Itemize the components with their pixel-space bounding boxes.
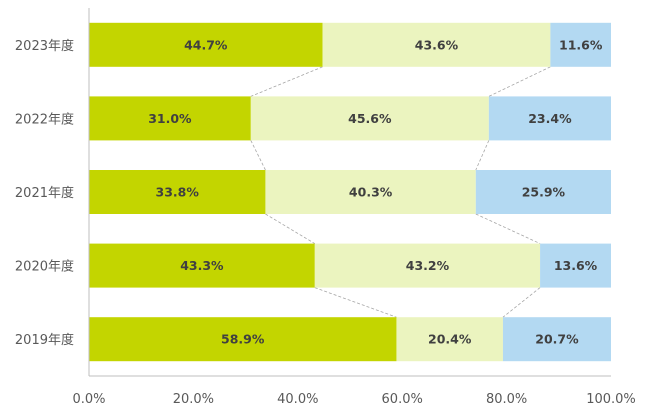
series-line xyxy=(250,66,323,97)
category-label: 2020年度 xyxy=(15,259,74,275)
series-line xyxy=(475,140,490,171)
x-tick-labels: 0.0% 20.0% 40.0% 60.0% 80.0% 100.0% xyxy=(72,392,635,407)
category-label: 2019年度 xyxy=(15,332,74,348)
data-label-row0-series1: 43.6% xyxy=(415,37,459,52)
bar-segment-row4-series1 xyxy=(396,317,503,362)
bar-segment-row1-series0 xyxy=(89,96,251,141)
x-tick-label: 20.0% xyxy=(173,392,214,407)
bar-segment-row4-series2 xyxy=(502,317,611,362)
x-tick-label: 100.0% xyxy=(586,392,636,407)
data-label-row1-series0: 31.0% xyxy=(148,111,192,126)
data-label-row0-series0: 44.7% xyxy=(184,37,228,52)
data-label-row3-series0: 43.3% xyxy=(180,258,224,273)
series-line xyxy=(475,213,541,244)
x-tick-label: 60.0% xyxy=(382,392,423,407)
bar-segment-row0-series0 xyxy=(89,22,323,67)
bar-segment-row2-series0 xyxy=(89,170,266,214)
data-labels: 44.7% 43.6% 11.6% 31.0% 45.6% 23.4% 33.8% 40.3%… xyxy=(148,37,603,346)
data-label-row2-series2: 25.9% xyxy=(522,185,566,200)
bar-segment-row3-series1 xyxy=(314,243,541,288)
series-line xyxy=(488,66,551,97)
bars xyxy=(89,22,611,362)
bar-segment-row0-series2 xyxy=(550,22,611,67)
data-label-row3-series2: 13.6% xyxy=(554,258,598,273)
bar-segment-row3-series2 xyxy=(540,243,611,288)
bar-segment-row1-series1 xyxy=(250,96,489,141)
series-line xyxy=(265,213,316,244)
series-line xyxy=(314,287,397,318)
data-label-row2-series1: 40.3% xyxy=(349,185,393,200)
series-line xyxy=(502,287,541,318)
data-label-row1-series2: 23.4% xyxy=(528,111,572,126)
category-label: 2022年度 xyxy=(15,111,74,127)
data-label-row3-series1: 43.2% xyxy=(406,258,450,273)
series-line xyxy=(250,140,266,171)
x-tick-label: 40.0% xyxy=(277,392,318,407)
bar-segment-row2-series2 xyxy=(475,170,611,214)
category-label: 2021年度 xyxy=(15,185,74,201)
category-label: 2023年度 xyxy=(15,38,74,54)
data-label-row2-series0: 33.8% xyxy=(156,185,200,200)
data-label-row4-series1: 20.4% xyxy=(428,332,472,347)
bar-segment-row3-series0 xyxy=(89,243,315,288)
x-tick-label: 0.0% xyxy=(72,392,105,407)
bar-segment-row4-series0 xyxy=(89,317,397,362)
data-label-row4-series2: 20.7% xyxy=(535,332,579,347)
series-lines xyxy=(250,66,551,318)
data-label-row4-series0: 58.9% xyxy=(221,332,265,347)
data-label-row0-series2: 11.6% xyxy=(559,37,603,52)
category-labels: 2023年度 2022年度 2021年度 2020年度 2019年度 xyxy=(15,38,74,348)
data-label-row1-series1: 45.6% xyxy=(348,111,392,126)
x-tick-label: 80.0% xyxy=(486,392,527,407)
bar-segment-row0-series1 xyxy=(322,22,551,67)
bar-segment-row2-series1 xyxy=(265,170,476,214)
bar-segment-row1-series2 xyxy=(488,96,611,141)
